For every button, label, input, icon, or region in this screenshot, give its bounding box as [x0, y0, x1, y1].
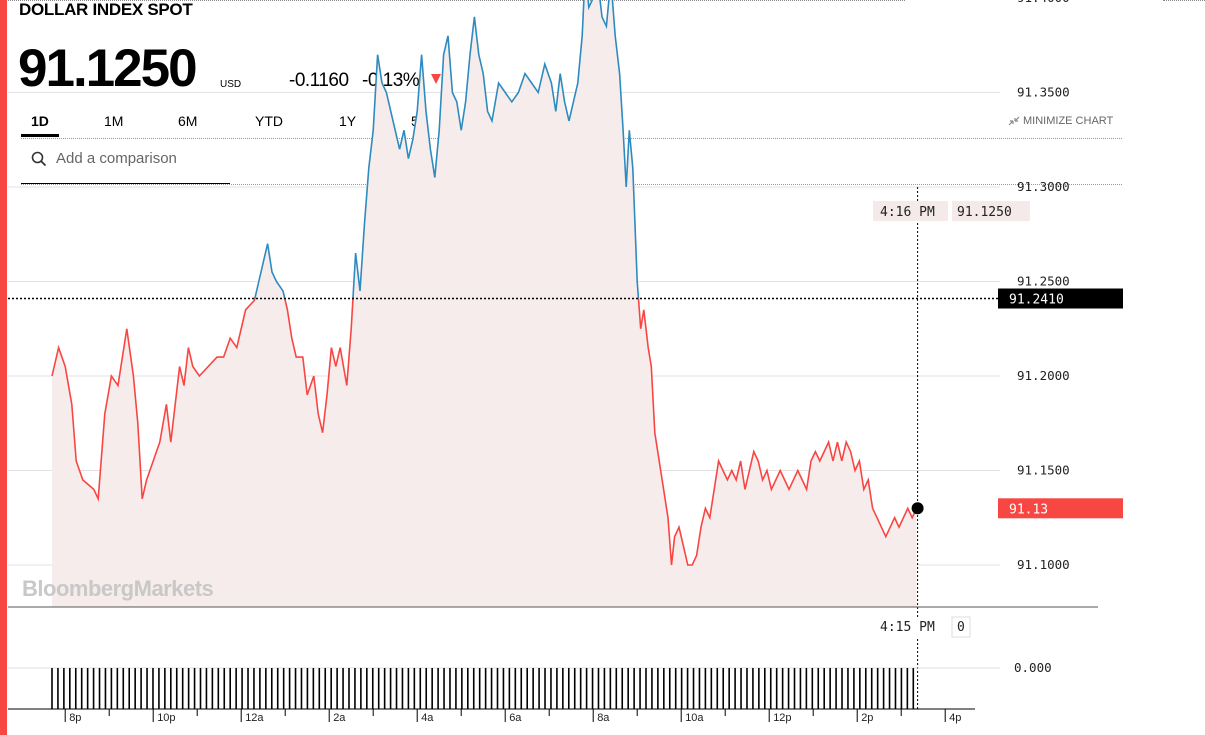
- area-fill: [52, 0, 917, 607]
- crosshair-time-badge: [873, 201, 948, 221]
- y-tick-label: 91.2000: [1017, 368, 1070, 383]
- x-tick-label: 6a: [509, 712, 522, 724]
- accent-bar: [0, 0, 7, 735]
- x-tick-label: 4p: [949, 712, 961, 724]
- previous-close-badge: [998, 288, 1123, 309]
- tab-1d[interactable]: 1D: [31, 113, 49, 129]
- comparison-input[interactable]: [56, 150, 226, 167]
- minimize-icon: [1008, 116, 1020, 126]
- x-tick-label: 12p: [773, 712, 791, 724]
- y-tick-label: 91.1000: [1017, 557, 1070, 572]
- watermark: BloombergMarkets: [22, 576, 214, 601]
- last-value-badge: [998, 498, 1123, 519]
- volume-tick-label: 0.000: [1014, 660, 1052, 675]
- tab-ytd[interactable]: YTD: [255, 113, 283, 129]
- volume-value-badge: [951, 616, 971, 638]
- active-tab-indicator: [21, 134, 59, 137]
- y-tick-label: 91.1500: [1017, 463, 1070, 478]
- price-line-above-close: [254, 0, 640, 299]
- volume-time: 4:15 PM: [880, 620, 935, 635]
- x-tick-label: 4a: [421, 712, 434, 724]
- comparison-search: [21, 140, 230, 184]
- crosshair-value: 91.1250: [957, 205, 1012, 220]
- y-tick-label: 91.4000: [1017, 0, 1070, 5]
- last-value-label: 91.13: [1009, 502, 1048, 517]
- x-tick-label: 12a: [245, 712, 264, 724]
- page-title: DOLLAR INDEX SPOT: [19, 0, 193, 19]
- x-tick-label: 2p: [861, 712, 873, 724]
- search-icon: [31, 151, 47, 167]
- price-change: -0.1160: [289, 70, 349, 91]
- minimize-chart-button[interactable]: MINIMIZE CHART: [1008, 115, 1113, 127]
- tab-1y[interactable]: 1Y: [339, 113, 357, 129]
- currency-label: USD: [220, 79, 242, 90]
- y-tick-label: 91.3500: [1017, 85, 1070, 100]
- volume-value: 0: [957, 620, 965, 635]
- minimize-chart-label: MINIMIZE CHART: [1023, 115, 1114, 127]
- tab-1m[interactable]: 1M: [104, 113, 124, 129]
- x-tick-label: 10p: [157, 712, 175, 724]
- x-tick-label: 2a: [333, 712, 346, 724]
- current-price: 91.1250: [18, 39, 198, 98]
- crosshair-value-badge: [952, 201, 1030, 221]
- top-divider: [8, 0, 905, 1]
- price-line-below-close: [51, 298, 918, 566]
- volume-time-badge: [873, 617, 948, 637]
- tab-6m[interactable]: 6M: [178, 113, 198, 129]
- crosshair-time: 4:16 PM: [880, 205, 935, 220]
- y-tick-label: 91.3000: [1017, 179, 1070, 194]
- x-tick-label: 8p: [69, 712, 81, 724]
- top-divider-right: [1163, 0, 1205, 1]
- previous-close-label: 91.2410: [1009, 293, 1064, 308]
- down-arrow-icon: [431, 74, 441, 84]
- x-tick-label: 8a: [597, 712, 610, 724]
- y-tick-label: 91.2500: [1017, 274, 1070, 289]
- x-tick-label: 10a: [685, 712, 704, 724]
